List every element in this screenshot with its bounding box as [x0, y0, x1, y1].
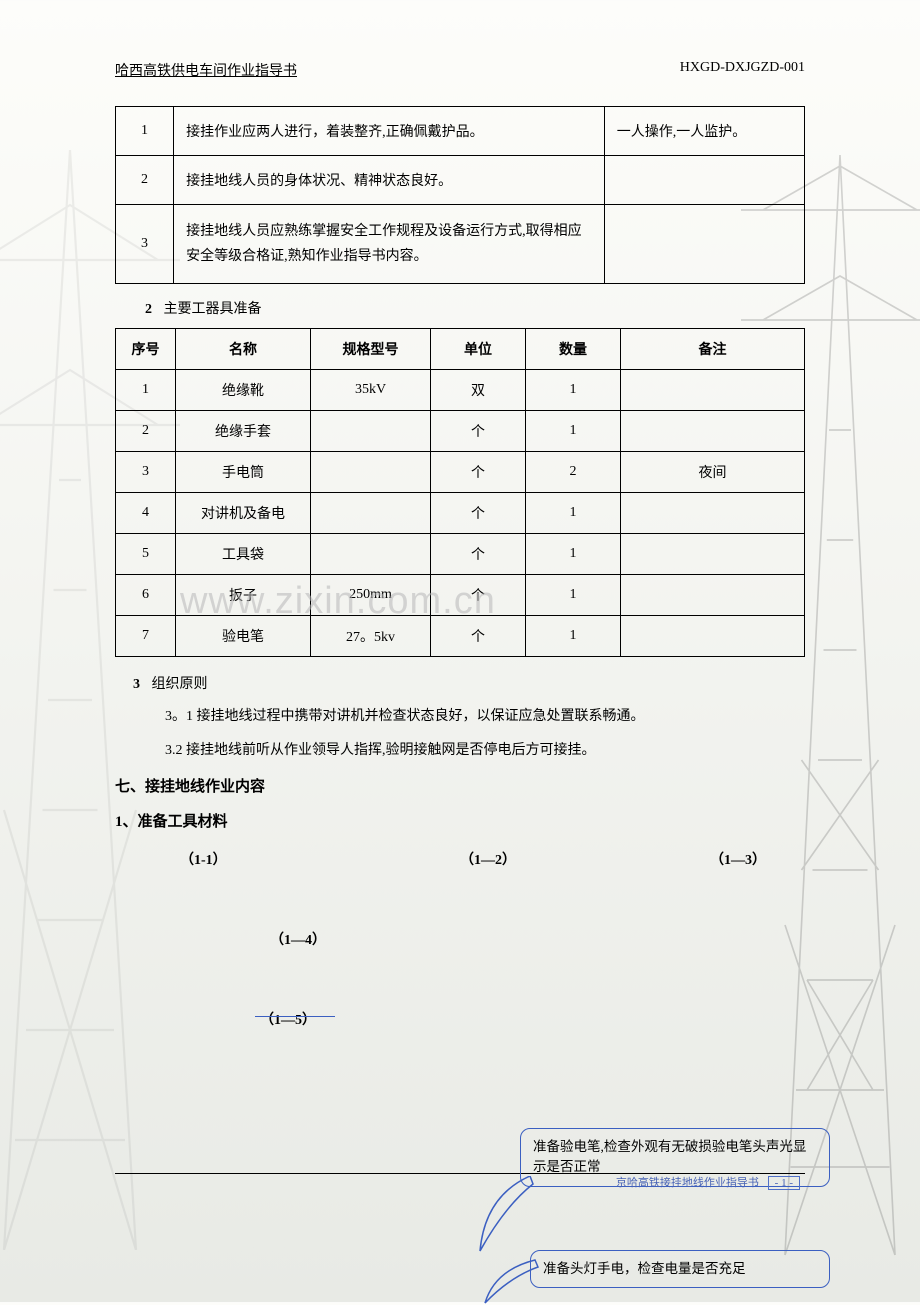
- ref-1-4: （1—4）: [270, 929, 805, 949]
- ref-1-3: （1—3）: [710, 849, 766, 869]
- watermark: www.zixin.com.cn: [180, 580, 496, 623]
- ref-1-2: （1—2）: [460, 849, 710, 869]
- section-3-title: 3 组织原则: [133, 673, 805, 693]
- row-note: [604, 205, 804, 284]
- table-row: 3手电筒个2夜间: [116, 452, 805, 493]
- footer-doc-title: 京哈高铁接挂地线作业指导书: [616, 1177, 759, 1189]
- col-header: 名称: [176, 329, 311, 370]
- table-row: 2绝缘手套个1: [116, 411, 805, 452]
- header-right: HXGD-DXJGZD-001: [680, 60, 805, 80]
- col-header: 规格型号: [311, 329, 431, 370]
- ref-1-5: （1—5）: [260, 1009, 805, 1029]
- col-header: 序号: [116, 329, 176, 370]
- table-row: 5工具袋个1: [116, 534, 805, 575]
- page-content: 哈西高铁供电车间作业指导书 HXGD-DXJGZD-001 1 接挂作业应两人进…: [115, 60, 805, 1029]
- ref-1-1: （1-1）: [180, 849, 460, 869]
- heading-7-sub: 1、准备工具材料: [115, 810, 805, 831]
- footer-page-num: - 1 -: [768, 1176, 800, 1190]
- section-text: 组织原则: [152, 677, 208, 692]
- callout-1-tail: [475, 1176, 535, 1256]
- row-note: 一人操作,一人监护。: [604, 107, 804, 156]
- row-num: 3: [116, 205, 174, 284]
- table-row: 1 接挂作业应两人进行，着装整齐,正确佩戴护品。 一人操作,一人监护。: [116, 107, 805, 156]
- table-row: 4对讲机及备电个1: [116, 493, 805, 534]
- principle-item: 3.2 接挂地线前听从作业领导人指挥,验明接触网是否停电后方可接挂。: [165, 741, 805, 761]
- col-header: 数量: [526, 329, 621, 370]
- callout-text: 准备验电笔,检查外观有无破损验电笔头声光显示是否正常: [533, 1139, 806, 1174]
- table-row: 3 接挂地线人员应熟练掌握安全工作规程及设备运行方式,取得相应安全等级合格证,熟…: [116, 205, 805, 284]
- row-num: 2: [116, 156, 174, 205]
- heading-7: 七、接挂地线作业内容: [115, 775, 805, 796]
- table-header-row: 序号 名称 规格型号 单位 数量 备注: [116, 329, 805, 370]
- section-num: 3: [133, 677, 140, 692]
- page-header: 哈西高铁供电车间作业指导书 HXGD-DXJGZD-001: [115, 60, 805, 84]
- personnel-table: 1 接挂作业应两人进行，着装整齐,正确佩戴护品。 一人操作,一人监护。 2 接挂…: [115, 106, 805, 284]
- section-num: 2: [145, 302, 152, 317]
- row-desc: 接挂作业应两人进行，着装整齐,正确佩戴护品。: [174, 107, 605, 156]
- row-note: [604, 156, 804, 205]
- section-text: 主要工器具准备: [164, 302, 262, 317]
- row-num: 1: [116, 107, 174, 156]
- table-row: 2 接挂地线人员的身体状况、精神状态良好。: [116, 156, 805, 205]
- table-row: 1绝缘靴35kV双1: [116, 370, 805, 411]
- section-3: 3 组织原则 3。1 接挂地线过程中携带对讲机并检查状态良好，以保证应急处置联系…: [133, 673, 805, 760]
- row-desc: 接挂地线人员应熟练掌握安全工作规程及设备运行方式,取得相应安全等级合格证,熟知作…: [174, 205, 605, 284]
- callout-2: 准备头灯手电，检查电量是否充足: [530, 1250, 830, 1288]
- callout-2-tail: [480, 1255, 540, 1305]
- callout-text: 准备头灯手电，检查电量是否充足: [543, 1261, 746, 1276]
- col-header: 备注: [621, 329, 805, 370]
- principle-item: 3。1 接挂地线过程中携带对讲机并检查状态良好，以保证应急处置联系畅通。: [165, 707, 805, 727]
- row-desc: 接挂地线人员的身体状况、精神状态良好。: [174, 156, 605, 205]
- header-left: 哈西高铁供电车间作业指导书: [115, 60, 297, 80]
- section-2-title: 2 主要工器具准备: [145, 298, 805, 318]
- ref-row-1: （1-1） （1—2） （1—3）: [180, 849, 805, 869]
- col-header: 单位: [431, 329, 526, 370]
- callout-connector: [255, 1016, 335, 1018]
- footer-text: 京哈高铁接挂地线作业指导书 - 1 -: [616, 1174, 800, 1190]
